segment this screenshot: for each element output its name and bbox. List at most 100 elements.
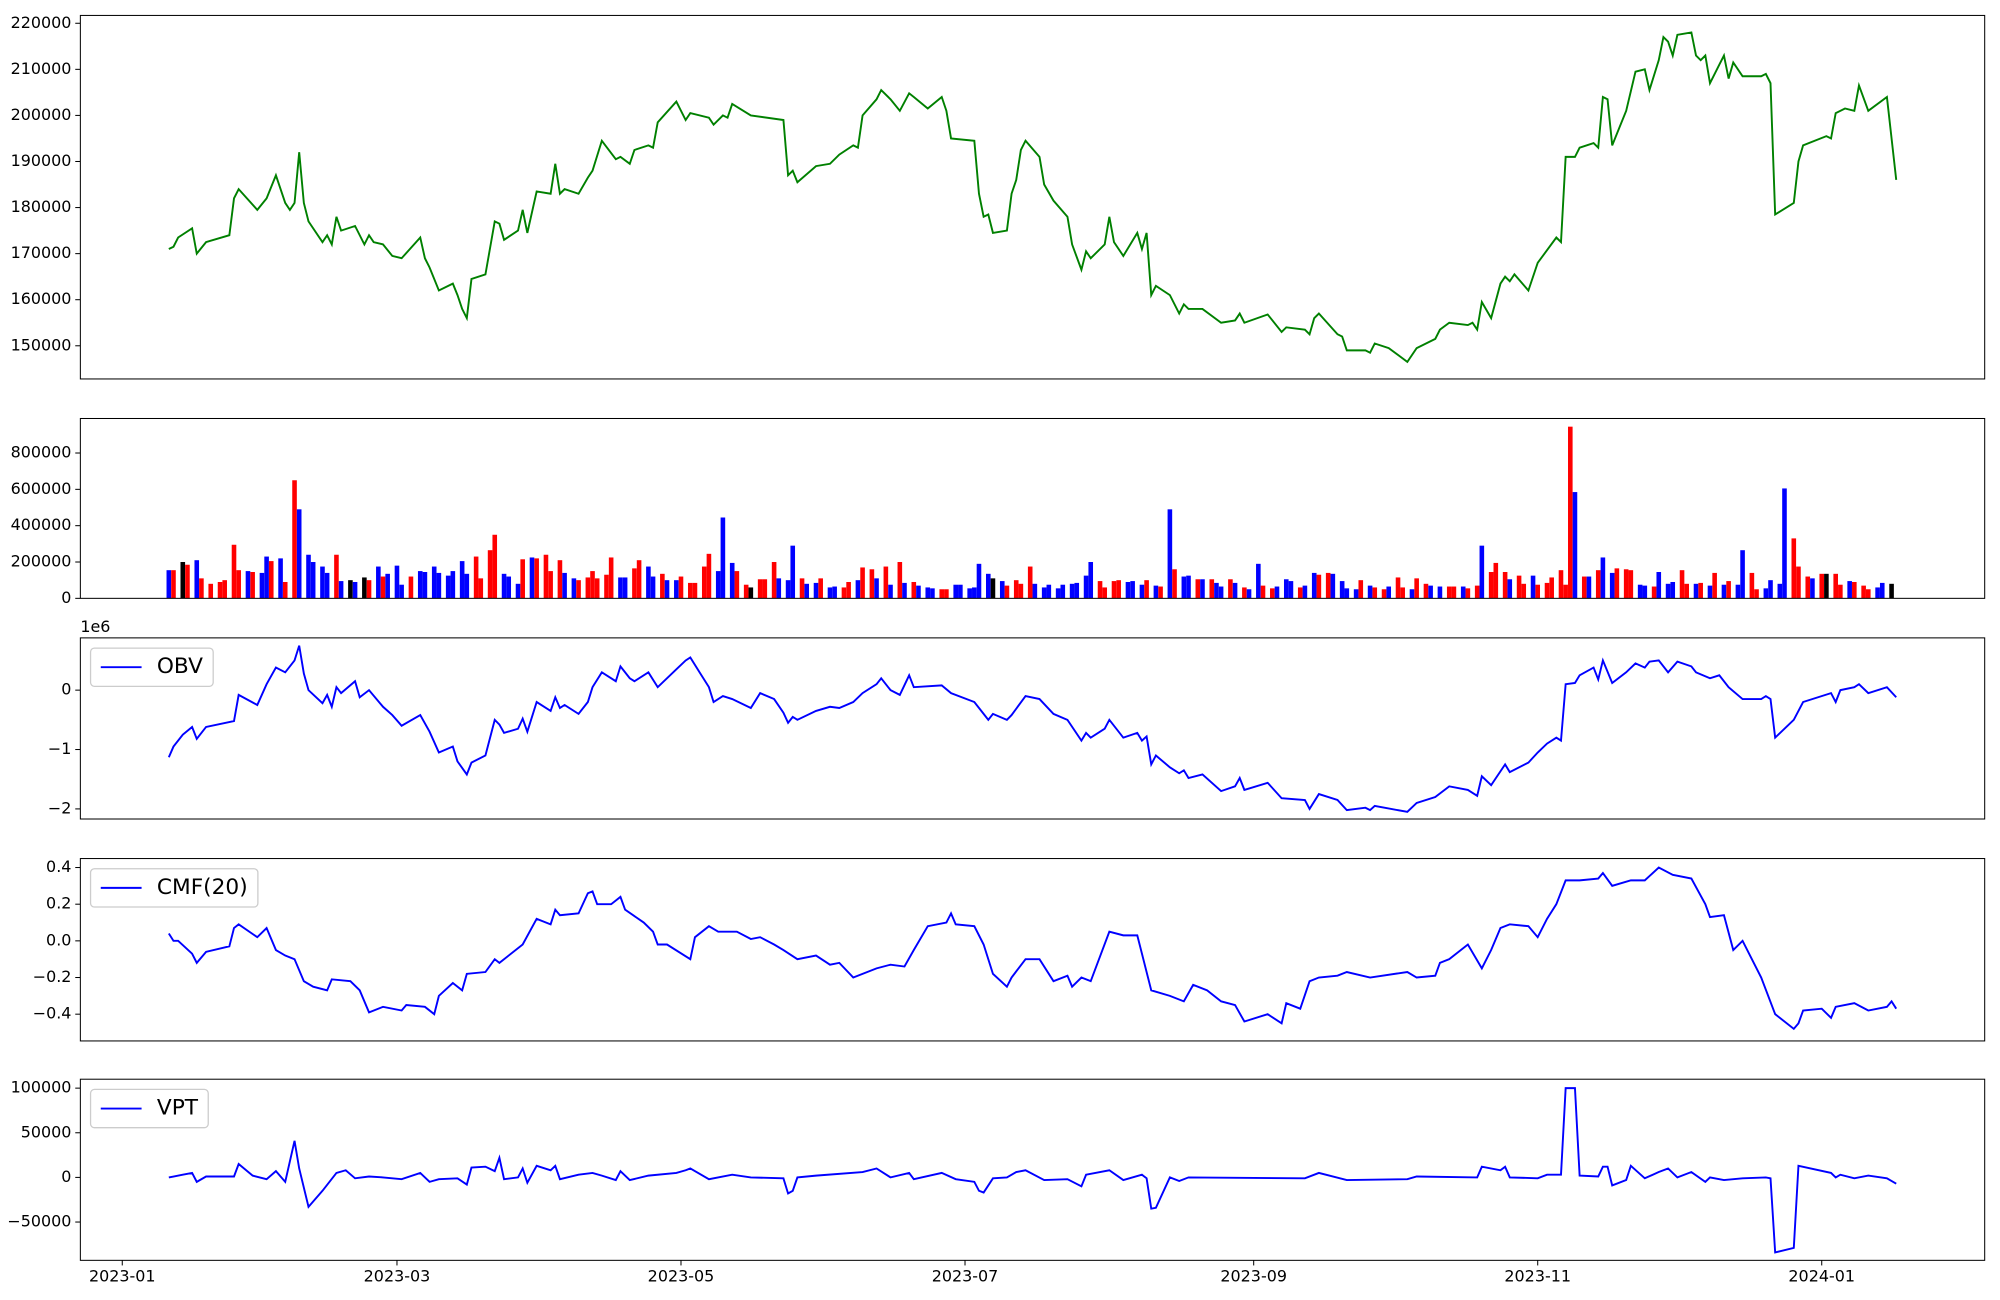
legend: VPT [89, 1088, 209, 1129]
volume-bar [646, 566, 651, 599]
volume-bar [664, 580, 670, 599]
volume-bar [208, 583, 214, 599]
volume-bar [692, 582, 698, 599]
x-tick-label: 2023-07 [932, 1266, 999, 1285]
volume-bar [1549, 577, 1554, 599]
volume-bar [1600, 557, 1606, 599]
y-tick-label: 600000 [11, 479, 72, 498]
volume-bar [1242, 587, 1247, 599]
volume-bar [1609, 572, 1615, 599]
y-tick-label: 0 [61, 680, 71, 699]
volume-bar [874, 578, 879, 599]
y-tick-label: 50000 [21, 1122, 72, 1141]
panel: −50000 0 50000 100000 2023-01 2023-03 2023-05 2… [7, 1078, 1986, 1285]
volume-bar [1819, 573, 1825, 599]
volume-bar [1144, 580, 1149, 599]
volume-bar [1167, 509, 1173, 599]
volume-bar [1465, 588, 1471, 599]
volume-bar [450, 571, 456, 599]
volume-bar [180, 562, 186, 599]
volume-bar [399, 584, 404, 599]
volume-bar [366, 580, 372, 599]
volume-bar [1530, 575, 1536, 599]
volume-bar [576, 580, 581, 599]
volume-bar [1083, 575, 1089, 599]
volume-bar [902, 582, 907, 599]
volume-bar [985, 573, 991, 599]
volume-bar [529, 557, 535, 599]
x-tick-label: 2023-03 [364, 1266, 431, 1285]
volume-bar [1046, 584, 1052, 599]
volume-bar [185, 564, 190, 599]
x-tick-label: 2023-11 [1504, 1266, 1571, 1285]
volume-bar [292, 480, 297, 599]
volume-bar [348, 580, 353, 599]
volume-bar [1474, 585, 1480, 599]
volume-bar [1451, 586, 1457, 599]
volume-bar [1805, 576, 1811, 599]
panel-frame [79, 637, 1986, 820]
volume-bar [1838, 584, 1843, 599]
volume-bar [1824, 573, 1829, 599]
volume-bar [883, 566, 889, 599]
volume-bar [1111, 581, 1117, 599]
volume-bar [217, 581, 223, 599]
volume-bar [1568, 426, 1573, 599]
volume-bar [1074, 582, 1080, 599]
volume-bar [818, 578, 823, 599]
volume-bar [1521, 583, 1527, 599]
volume-bar [1810, 578, 1815, 599]
series-line [168, 1087, 1897, 1254]
volume-bar [492, 534, 498, 599]
volume-bar [701, 566, 707, 599]
volume-bar [1428, 585, 1433, 599]
volume-bar [1214, 582, 1219, 599]
volume-bar [464, 573, 470, 599]
volume-bar [1069, 583, 1075, 599]
volume-bar [1423, 583, 1429, 599]
volume-bar [608, 557, 614, 599]
volume-bar [590, 571, 595, 599]
volume-bar [1200, 579, 1205, 599]
volume-bar [1358, 580, 1364, 599]
series-line [168, 866, 1898, 1031]
volume-bar [1246, 589, 1252, 599]
volume-bar [1875, 587, 1880, 599]
volume-bar [869, 569, 875, 599]
volume-bar [632, 568, 637, 599]
volume-bar [338, 581, 344, 599]
volume-bar [1018, 583, 1024, 599]
y-tick-label: −0.2 [33, 967, 72, 986]
volume-bar [1460, 586, 1466, 599]
volume-bar [1479, 545, 1485, 599]
volume-bar [1651, 586, 1657, 599]
volume-bar [548, 571, 553, 599]
volume-bar [268, 561, 274, 599]
volume-bar [296, 509, 302, 599]
volume-bar [1027, 566, 1033, 599]
volume-bar [557, 560, 563, 599]
volume-bar [1400, 587, 1405, 599]
panel: 150000 160000 170000 180000 190000 200000 2100… [11, 13, 1986, 380]
volume-bar [1516, 575, 1522, 599]
volume-bar [1754, 589, 1759, 599]
volume-bar [678, 576, 684, 599]
volume-bar [1297, 587, 1303, 599]
volume-bar [1353, 589, 1359, 599]
volume-bar [520, 559, 525, 599]
volume-bar [515, 583, 521, 599]
volume-bar [1749, 572, 1755, 599]
volume-bar [1130, 581, 1135, 599]
volume-bar [990, 578, 996, 599]
volume-bar [720, 517, 726, 599]
volume-bar [999, 581, 1005, 599]
volume-bar [1614, 568, 1620, 599]
volume-bar [1782, 488, 1787, 599]
volume-bar [1102, 587, 1107, 599]
volume-bar [264, 556, 269, 599]
legend-label: CMF(20) [157, 875, 248, 900]
volume-bar [1637, 584, 1643, 599]
volume-bar [1502, 572, 1508, 599]
volume-bar [1768, 580, 1773, 599]
volume-bar [320, 566, 325, 599]
